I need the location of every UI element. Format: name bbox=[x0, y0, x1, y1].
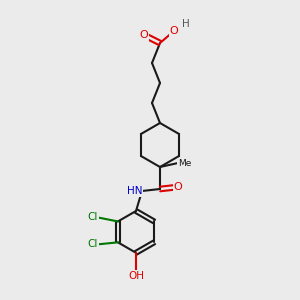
Text: O: O bbox=[169, 26, 178, 36]
Text: OH: OH bbox=[128, 271, 144, 281]
Text: Cl: Cl bbox=[88, 239, 98, 249]
Text: H: H bbox=[182, 19, 190, 29]
Text: O: O bbox=[140, 30, 148, 40]
Text: Cl: Cl bbox=[88, 212, 98, 223]
Text: O: O bbox=[174, 182, 182, 192]
Text: Me: Me bbox=[178, 158, 191, 167]
Text: HN: HN bbox=[127, 186, 142, 196]
